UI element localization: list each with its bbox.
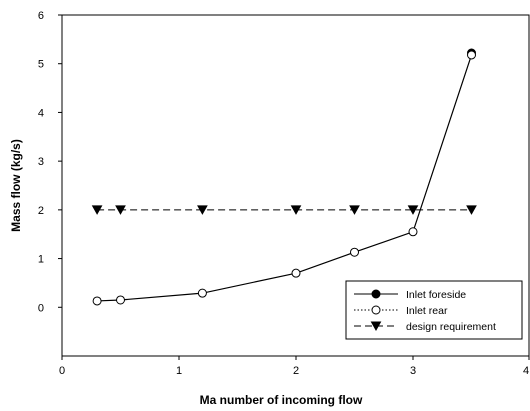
legend: Inlet foreside Inlet rear design requireme… — [345, 280, 523, 340]
y-tick-label: 5 — [38, 59, 44, 71]
x-tick-label: 3 — [410, 365, 416, 377]
design-requirement-point — [197, 205, 208, 215]
legend-label: Inlet foreside — [406, 289, 466, 301]
x-tick-label: 0 — [59, 365, 65, 377]
inlet-rear-point — [92, 296, 102, 306]
axis-ticks: 0 1 2 3 4 0 1 2 3 4 5 6 — [38, 10, 530, 377]
y-tick-label: 1 — [38, 254, 44, 266]
x-tick-label: 1 — [176, 365, 182, 377]
design-requirement-point — [407, 205, 419, 215]
design-requirement-point — [466, 205, 477, 215]
inlet-rear-point — [467, 50, 476, 60]
design-requirement-point — [91, 205, 103, 215]
inlet-rear-point — [116, 295, 125, 305]
y-tick-label: 3 — [38, 156, 44, 168]
y-tick-label: 0 — [38, 302, 44, 314]
design-requirement-point — [290, 205, 302, 215]
y-tick-label: 6 — [38, 10, 44, 22]
inlet-rear-point — [291, 268, 301, 278]
legend-label: Inlet rear — [406, 305, 448, 317]
y-tick-label: 4 — [38, 107, 44, 119]
inlet-rear-point — [350, 247, 359, 257]
y-axis-title: Mass flow (kg/s) — [9, 139, 23, 232]
legend-marker — [371, 289, 381, 299]
legend-marker — [370, 321, 382, 332]
legend-label: design requirement — [406, 321, 496, 333]
design-requirement-point — [349, 205, 360, 215]
legend-marker — [371, 305, 381, 315]
inlet-rear-point — [197, 288, 207, 298]
series-group — [91, 48, 477, 306]
x-tick-label: 2 — [293, 365, 299, 377]
design-requirement-point — [115, 205, 126, 215]
x-tick-label: 4 — [523, 365, 529, 377]
inlet-rear-point — [408, 227, 418, 237]
x-axis-title: Ma number of incoming flow — [200, 393, 363, 407]
series-line-inlet-rear — [97, 54, 473, 302]
y-tick-label: 2 — [38, 205, 44, 217]
